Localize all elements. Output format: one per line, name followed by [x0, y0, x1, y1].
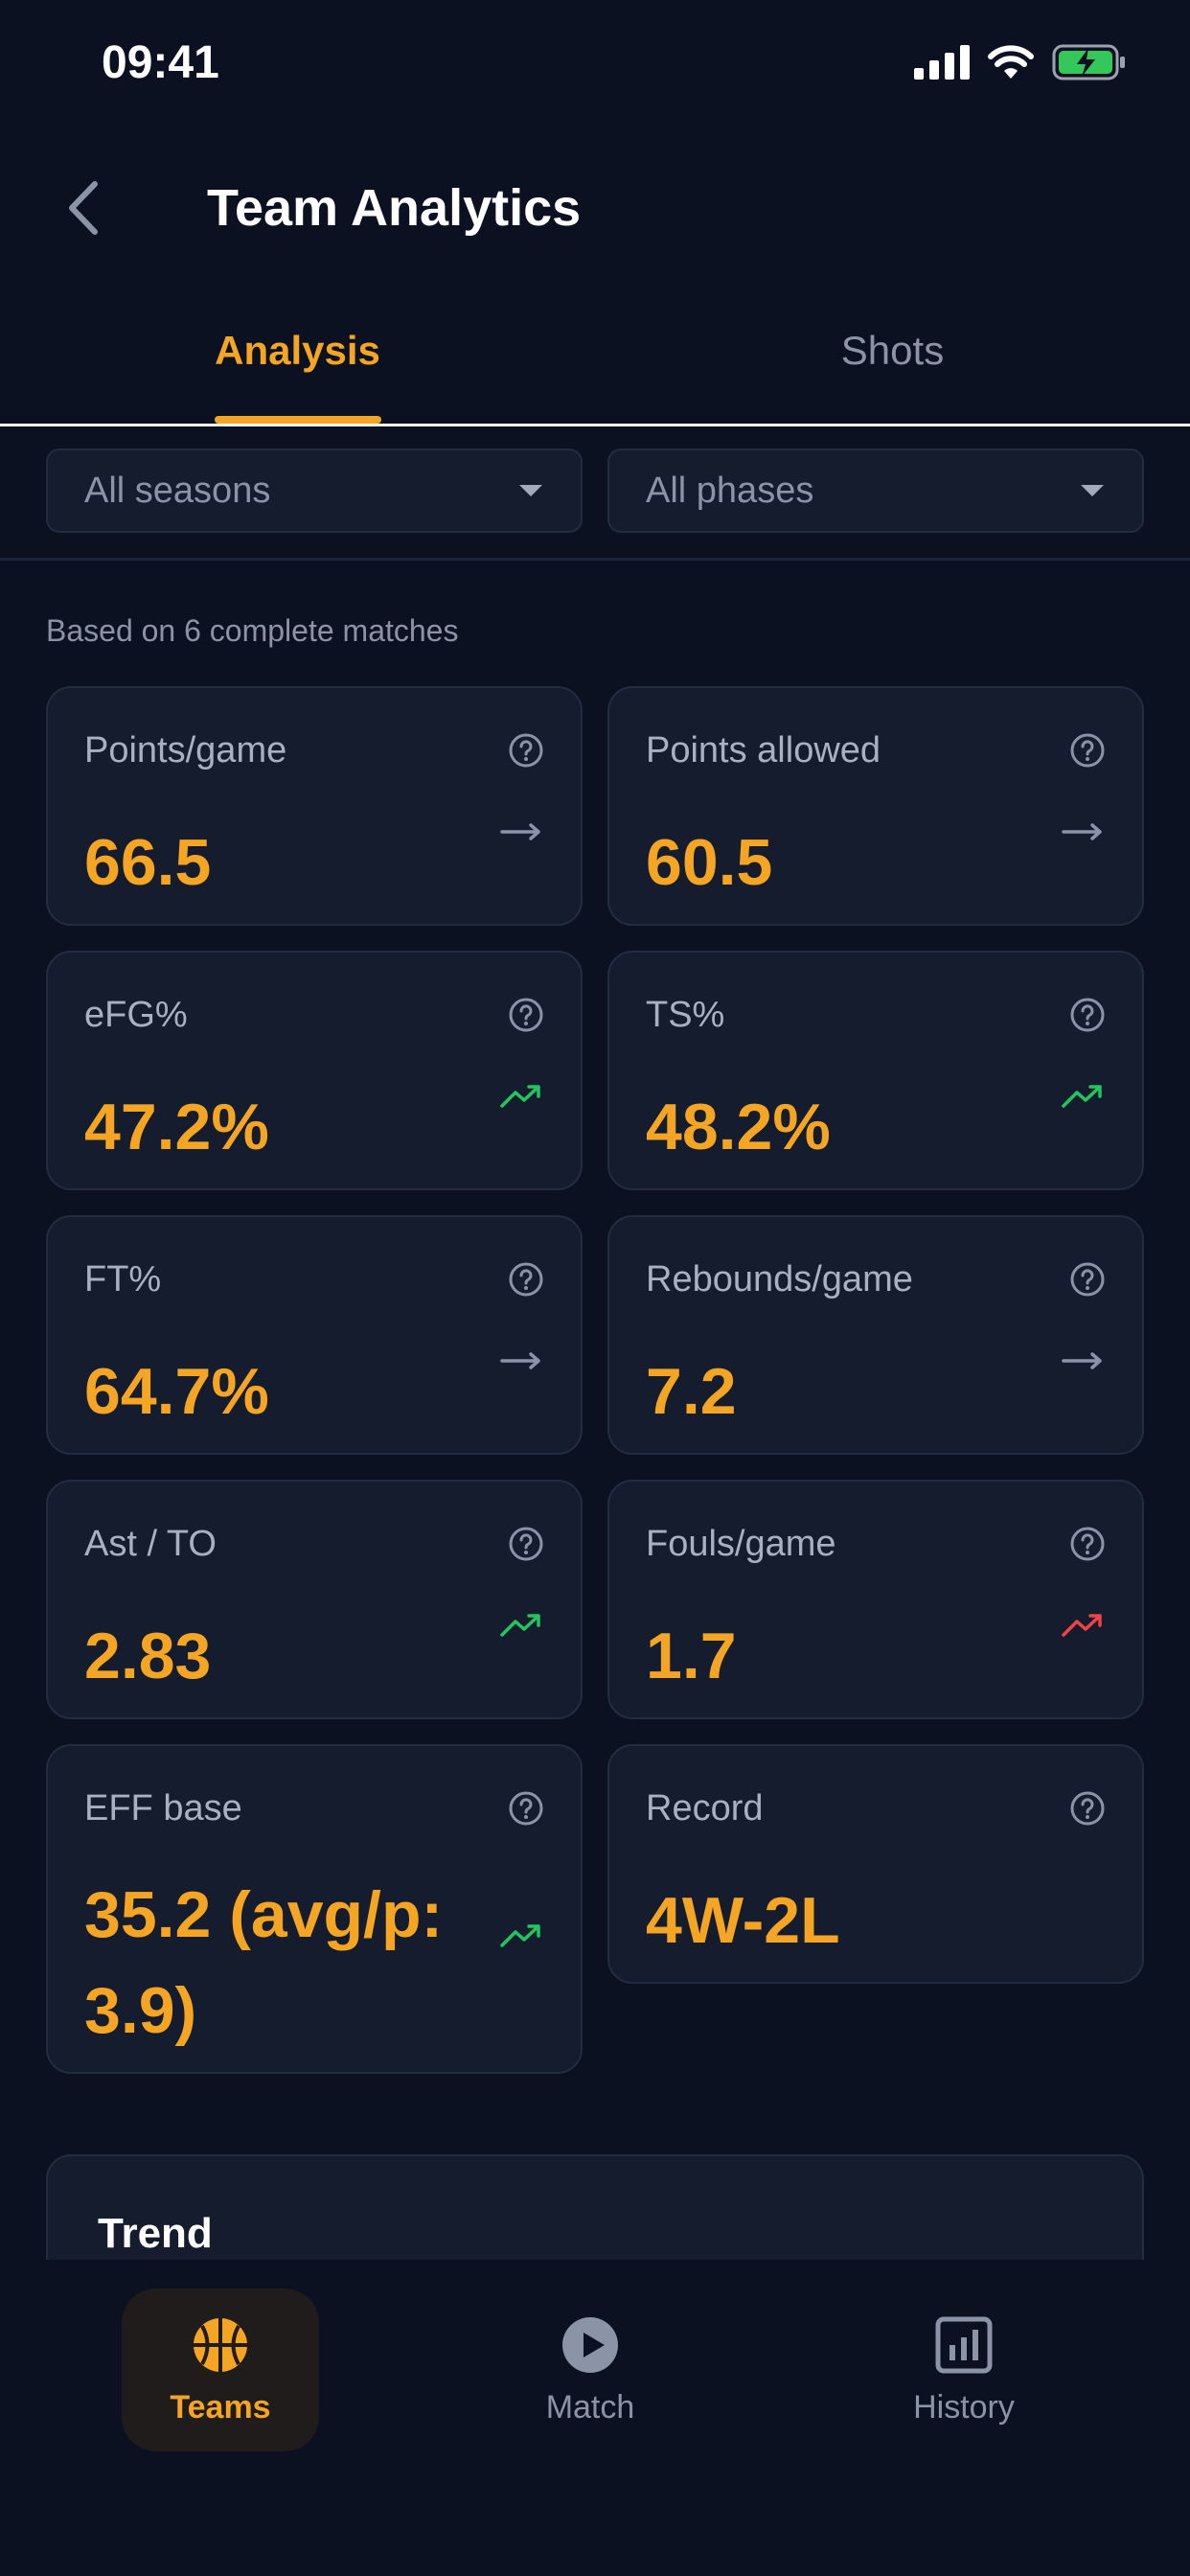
- stat-card-ft: FT% 64.7%: [46, 1215, 583, 1455]
- wifi-icon: [988, 45, 1034, 79]
- trending-up-icon: [1062, 1614, 1102, 1637]
- stat-card-points-per-game: Points/game 66.5: [46, 686, 583, 926]
- trending-up-icon: [1062, 1085, 1102, 1108]
- help-icon[interactable]: [1069, 1790, 1106, 1827]
- stat-label: Record: [646, 1788, 764, 1828]
- nav-label: Match: [545, 2388, 635, 2426]
- stat-value: 48.2%: [646, 1091, 831, 1163]
- active-tab-indicator: [215, 416, 381, 424]
- help-icon[interactable]: [1069, 732, 1106, 769]
- help-icon[interactable]: [1069, 1261, 1106, 1298]
- stat-card-efg: eFG% 47.2%: [46, 951, 583, 1190]
- arrow-right-icon: [500, 823, 540, 840]
- stat-label: EFF base: [84, 1788, 242, 1828]
- stat-card-eff-base: EFF base 35.2 (avg/p: 3.9): [46, 1744, 583, 2074]
- tab-shots[interactable]: Shots: [840, 328, 945, 373]
- bottom-nav: Teams Match History: [0, 2260, 1190, 2576]
- stat-card-record: Record 4W-2L: [607, 1744, 1144, 1984]
- stat-card-points-allowed: Points allowed 60.5: [607, 686, 1144, 926]
- caret-down-icon: [1081, 485, 1104, 496]
- stat-value: 47.2%: [84, 1091, 269, 1163]
- stat-label: Points allowed: [646, 730, 881, 770]
- season-select-value: All seasons: [84, 470, 271, 511]
- stat-value: 66.5: [84, 826, 212, 899]
- matches-summary: Based on 6 complete matches: [46, 613, 459, 648]
- status-icons: [914, 44, 1127, 80]
- stat-card-fouls: Fouls/game 1.7: [607, 1480, 1144, 1719]
- stat-card-ast-to: Ast / TO 2.83: [46, 1480, 583, 1719]
- trending-up-icon: [500, 1614, 540, 1637]
- play-circle-icon: [562, 2316, 618, 2373]
- status-time: 09:41: [102, 37, 219, 88]
- help-icon[interactable]: [508, 1790, 544, 1827]
- battery-charging-icon: [1052, 44, 1125, 80]
- trending-up-icon: [500, 1085, 540, 1108]
- status-bar: 09:41: [0, 0, 1190, 134]
- nav-history[interactable]: History: [865, 2288, 1063, 2451]
- filter-row: All seasons All phases: [46, 448, 1144, 533]
- season-select[interactable]: All seasons: [46, 448, 583, 533]
- stat-value: 1.7: [646, 1620, 737, 1692]
- help-icon[interactable]: [1069, 1526, 1106, 1562]
- app-header: Team Analytics: [0, 153, 1190, 259]
- phase-select[interactable]: All phases: [607, 448, 1144, 533]
- page-title: Team Analytics: [207, 179, 582, 237]
- nav-match[interactable]: Match: [492, 2288, 689, 2451]
- phase-select-value: All phases: [646, 470, 814, 511]
- stat-label: eFG%: [84, 995, 188, 1035]
- stat-label: TS%: [646, 995, 725, 1035]
- tab-bar: Analysis Shots: [0, 288, 1190, 426]
- stat-label: Ast / TO: [84, 1524, 217, 1564]
- caret-down-icon: [519, 485, 542, 496]
- stat-value: 35.2 (avg/p: 3.9): [84, 1878, 444, 2047]
- nav-label: History: [913, 2388, 1015, 2426]
- tab-analysis[interactable]: Analysis: [215, 328, 380, 373]
- signal-icon: [914, 45, 970, 80]
- stat-card-rebounds: Rebounds/game 7.2: [607, 1215, 1144, 1455]
- stat-value: 60.5: [646, 826, 773, 899]
- bar-chart-icon: [935, 2316, 993, 2373]
- arrow-right-icon: [500, 1352, 540, 1369]
- divider: [0, 558, 1190, 561]
- stat-label: Fouls/game: [646, 1524, 836, 1564]
- arrow-right-icon: [1062, 1352, 1102, 1369]
- stat-label: Points/game: [84, 730, 287, 770]
- nav-label: Teams: [170, 2388, 271, 2426]
- help-icon[interactable]: [508, 1526, 544, 1562]
- help-icon[interactable]: [1069, 997, 1106, 1033]
- trend-section-title: Trend: [98, 2210, 213, 2257]
- stat-card-ts: TS% 48.2%: [607, 951, 1144, 1190]
- stat-value: 2.83: [84, 1620, 212, 1692]
- stat-value: 4W-2L: [646, 1884, 840, 1957]
- chevron-left-icon: [69, 181, 98, 235]
- arrow-right-icon: [1062, 823, 1102, 840]
- stat-label: Rebounds/game: [646, 1259, 913, 1300]
- trending-up-icon: [500, 1924, 540, 1947]
- help-icon[interactable]: [508, 1261, 544, 1298]
- nav-teams[interactable]: Teams: [122, 2288, 319, 2451]
- help-icon[interactable]: [508, 997, 544, 1033]
- basketball-icon: [194, 2317, 247, 2372]
- help-icon[interactable]: [508, 732, 544, 769]
- back-button[interactable]: [50, 174, 117, 242]
- stat-value: 64.7%: [84, 1355, 269, 1428]
- stat-value: 7.2: [646, 1355, 737, 1428]
- stat-label: FT%: [84, 1259, 162, 1300]
